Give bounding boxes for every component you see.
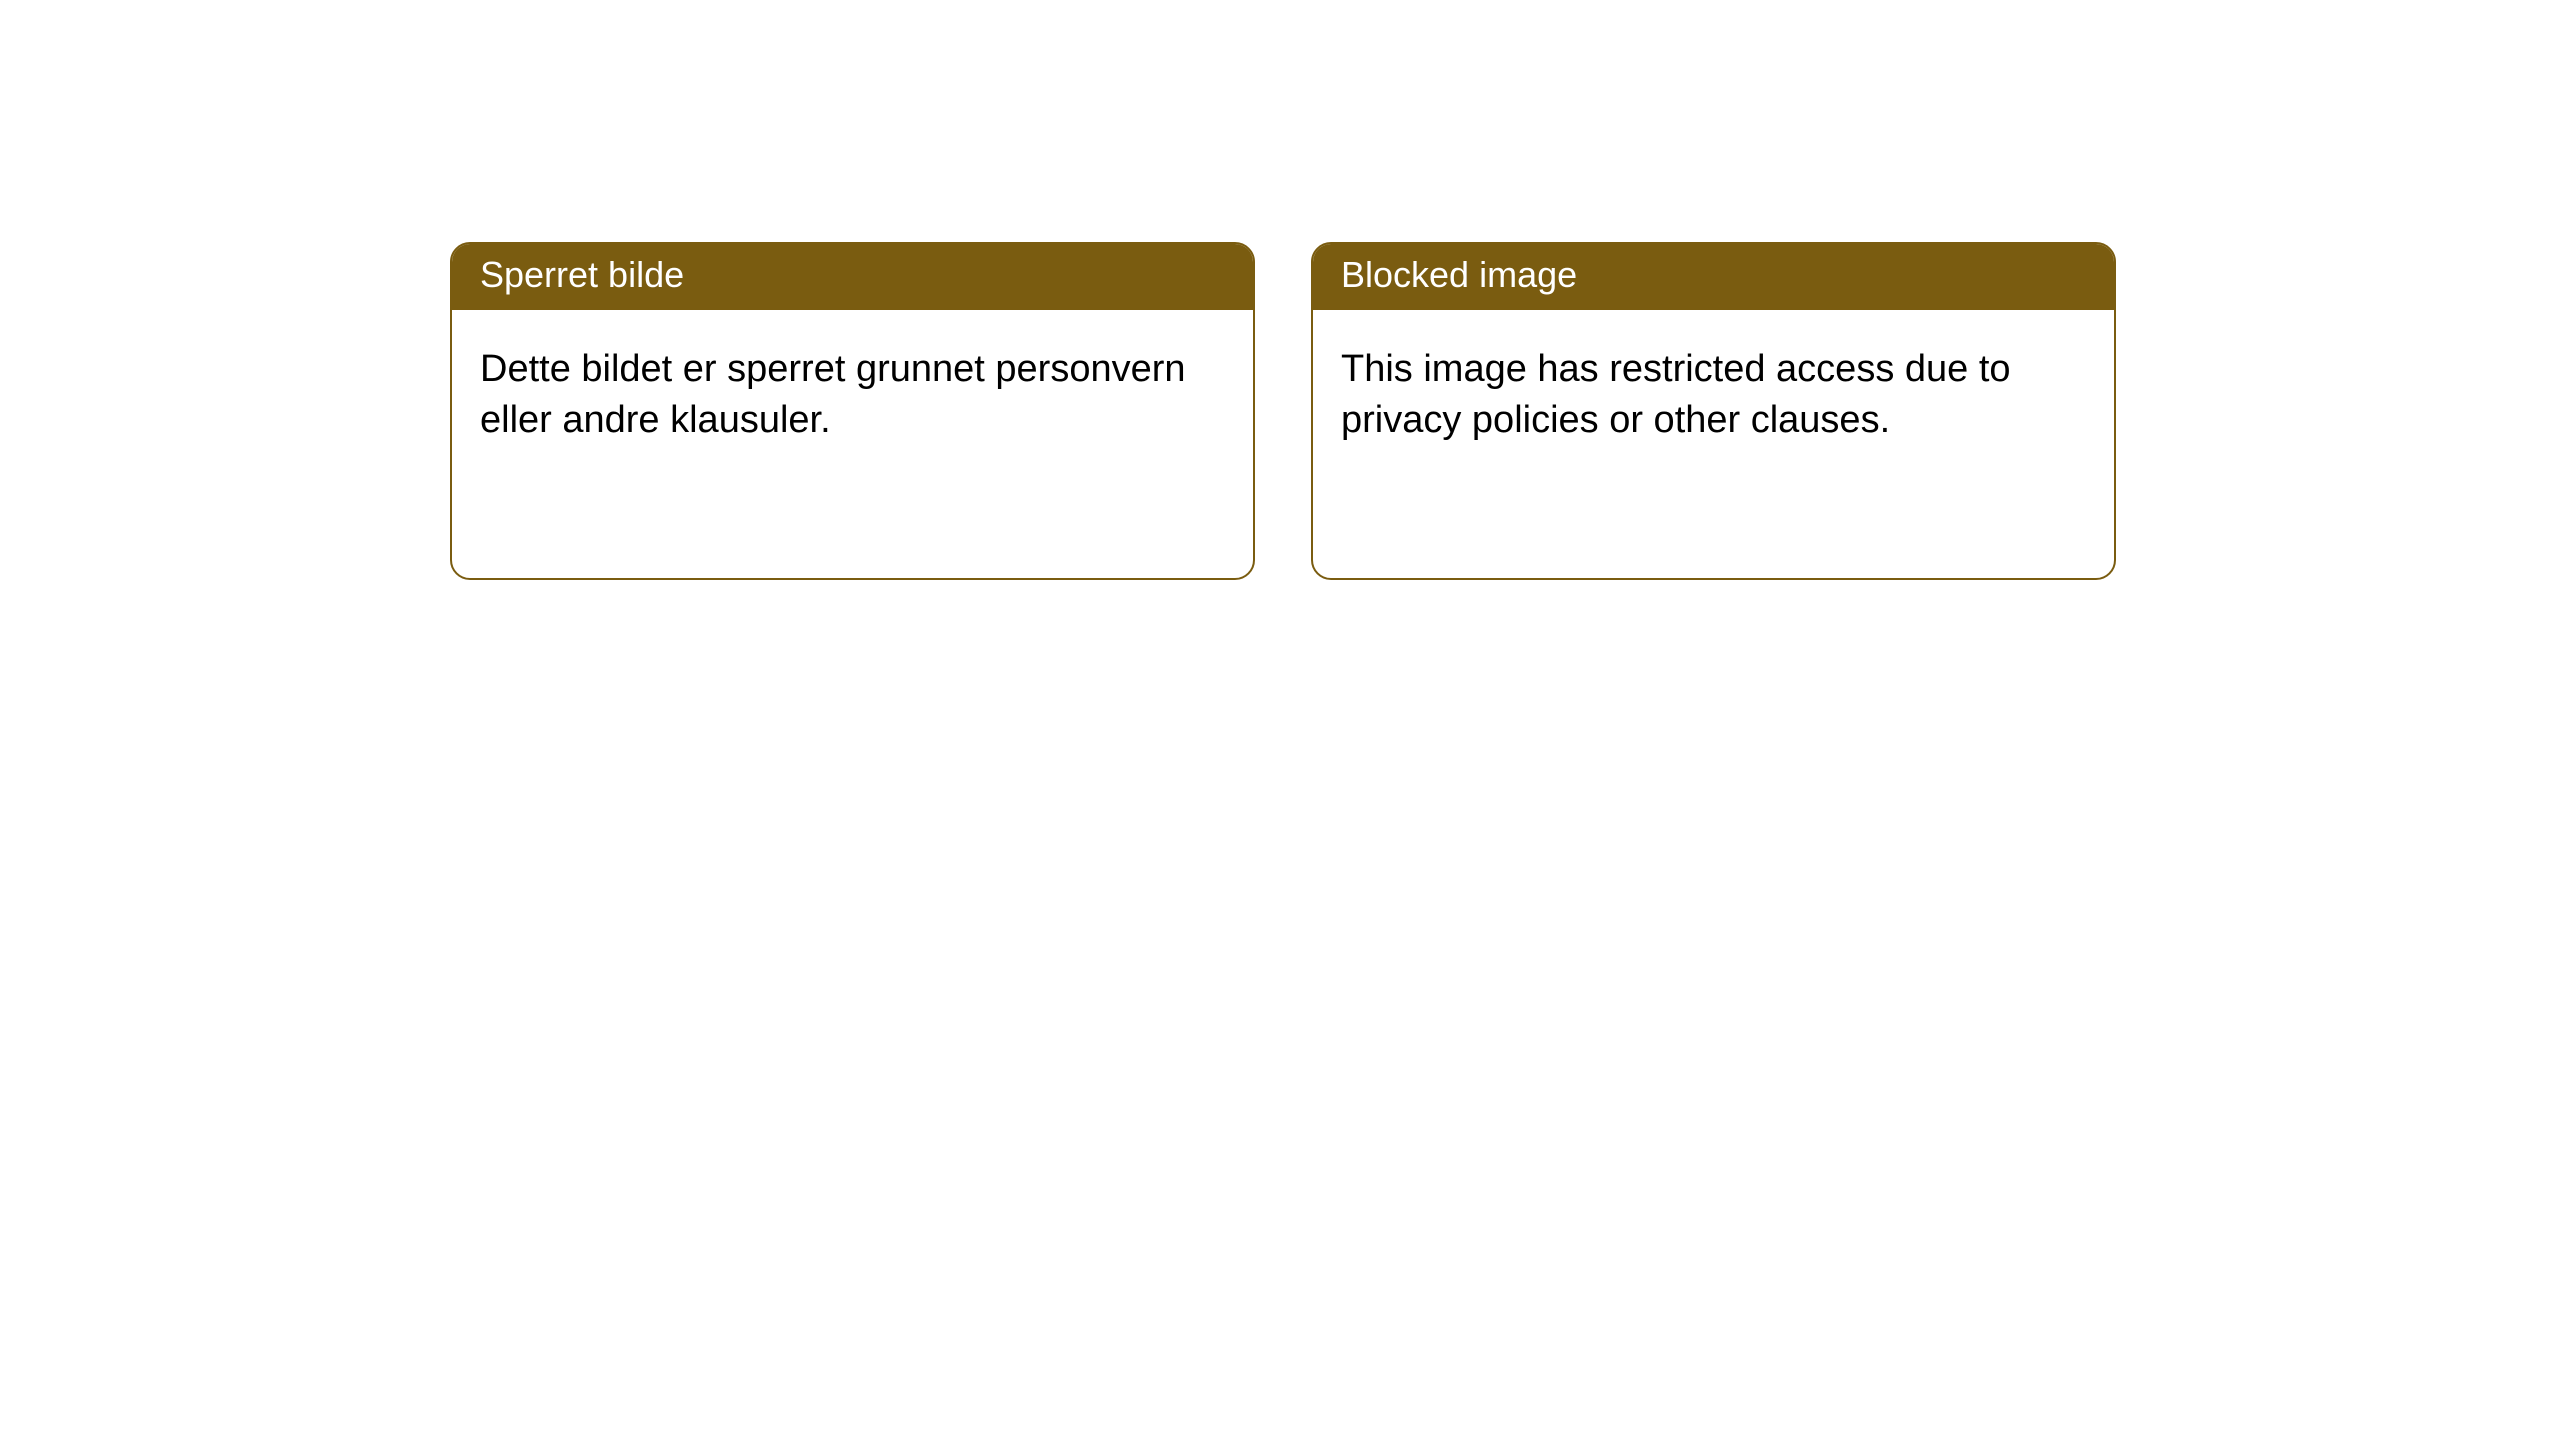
notice-card-norwegian: Sperret bilde Dette bildet er sperret gr… [450, 242, 1255, 580]
notice-card-body: Dette bildet er sperret grunnet personve… [452, 310, 1253, 481]
notice-card-title: Blocked image [1313, 244, 2114, 310]
notice-card-title: Sperret bilde [452, 244, 1253, 310]
notice-card-body: This image has restricted access due to … [1313, 310, 2114, 481]
notice-card-english: Blocked image This image has restricted … [1311, 242, 2116, 580]
notice-cards-container: Sperret bilde Dette bildet er sperret gr… [0, 0, 2560, 580]
